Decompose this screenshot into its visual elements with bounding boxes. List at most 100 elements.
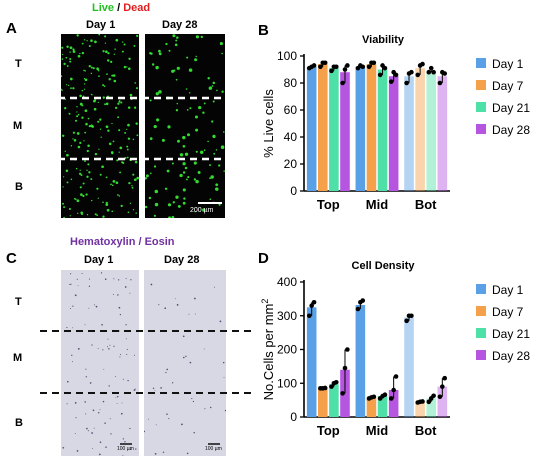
data-point <box>382 65 388 71</box>
cell-dot <box>155 92 159 96</box>
cell-dot <box>74 402 77 404</box>
cell-dot <box>76 132 80 135</box>
cell-dot <box>70 178 73 181</box>
cell-dot <box>76 106 78 108</box>
data-point <box>311 299 317 305</box>
cell-dot <box>122 378 124 380</box>
cell-dot <box>107 59 110 62</box>
cell-dot <box>110 183 112 186</box>
cell-dot <box>112 140 115 143</box>
bar <box>366 397 377 417</box>
he-row-label-top: T <box>15 296 22 308</box>
cell-dot <box>164 187 168 191</box>
cell-dot <box>166 368 169 371</box>
cell-dot <box>115 181 119 185</box>
y-axis-label: No.Cells per mm2 <box>260 299 276 401</box>
cell-dot <box>77 212 79 214</box>
cell-dot <box>91 432 93 434</box>
cell-dot <box>209 198 212 201</box>
cell-dot <box>127 123 130 127</box>
cell-dot <box>109 418 111 420</box>
cell-dot <box>115 38 119 42</box>
cell-dot <box>76 34 79 37</box>
cell-dot <box>124 441 126 443</box>
cell-dot <box>147 418 149 420</box>
cell-dot <box>175 109 179 112</box>
cell-dot <box>119 313 122 316</box>
he-row-label-bot: B <box>15 417 23 429</box>
cell-dot <box>62 446 65 449</box>
cell-dot <box>175 39 178 42</box>
cell-dot <box>92 448 93 450</box>
cell-dot <box>72 131 75 134</box>
cell-dot <box>200 35 204 39</box>
cell-dot <box>117 102 120 105</box>
cell-dot <box>95 305 98 308</box>
data-point <box>371 394 377 400</box>
cell-dot <box>61 58 64 60</box>
data-point <box>345 63 350 68</box>
cell-dot <box>182 188 186 192</box>
cell-dot <box>155 424 157 426</box>
panel-letter-b: B <box>258 22 269 39</box>
cell-dot <box>71 354 73 356</box>
cell-dot <box>136 34 139 38</box>
cell-dot <box>209 164 211 167</box>
cell-dot <box>108 348 110 350</box>
data-point <box>426 399 432 405</box>
data-point <box>388 396 394 401</box>
data-point <box>409 69 414 75</box>
cell-dot <box>144 430 146 433</box>
cell-dot <box>73 197 76 200</box>
title-separator: / <box>114 2 124 14</box>
cell-dot <box>127 379 129 382</box>
cell-dot <box>153 124 157 129</box>
cell-dot <box>152 387 155 389</box>
cell-dot <box>102 50 105 53</box>
cell-dot <box>70 308 72 309</box>
cell-dot <box>154 389 156 391</box>
cell-dot <box>168 216 172 218</box>
cell-dot <box>129 427 131 430</box>
cell-dot <box>97 197 99 199</box>
cell-dot <box>133 44 136 47</box>
cell-dot <box>94 99 97 102</box>
cell-dot <box>207 77 210 80</box>
live-cell-dots-day1 <box>61 34 139 218</box>
cell-dot <box>222 131 225 133</box>
cell-dot <box>121 161 124 164</box>
data-point <box>391 387 396 393</box>
cell-dot <box>100 136 102 138</box>
cell-dot <box>81 272 83 275</box>
cell-dot <box>191 398 193 400</box>
cell-dot <box>182 135 186 140</box>
cell-dot <box>121 402 123 404</box>
cell-dot <box>97 348 99 349</box>
legend-label: Day 7 <box>492 305 524 319</box>
cell-dot <box>175 195 179 199</box>
chart-title: Cell Density <box>352 260 416 272</box>
cell-dot <box>102 215 105 218</box>
cell-dot <box>90 178 93 181</box>
live-label: Live <box>92 2 115 14</box>
cell-dot <box>134 82 137 84</box>
cell-dot <box>122 438 125 440</box>
y-tick-label: 40 <box>284 130 298 144</box>
data-point <box>345 347 350 352</box>
cell-dot <box>168 418 170 420</box>
viability-chart: Viability % Live cells 0 20 40 60 80 100 Top Mid B… <box>261 34 530 212</box>
cell-dot <box>77 54 81 58</box>
cell-dot <box>119 146 123 150</box>
cell-dot <box>126 156 129 159</box>
cell-dot <box>221 52 223 55</box>
cell-dot <box>117 194 119 196</box>
y-tick-label: 60 <box>284 103 298 117</box>
cell-dot <box>99 409 101 411</box>
cell-dot <box>132 173 135 176</box>
cell-dot <box>101 165 104 169</box>
cell-dot <box>113 53 115 55</box>
cell-dot <box>99 441 102 443</box>
cell-dot <box>128 67 131 70</box>
cell-dot <box>105 102 109 106</box>
cell-dot <box>165 371 167 374</box>
